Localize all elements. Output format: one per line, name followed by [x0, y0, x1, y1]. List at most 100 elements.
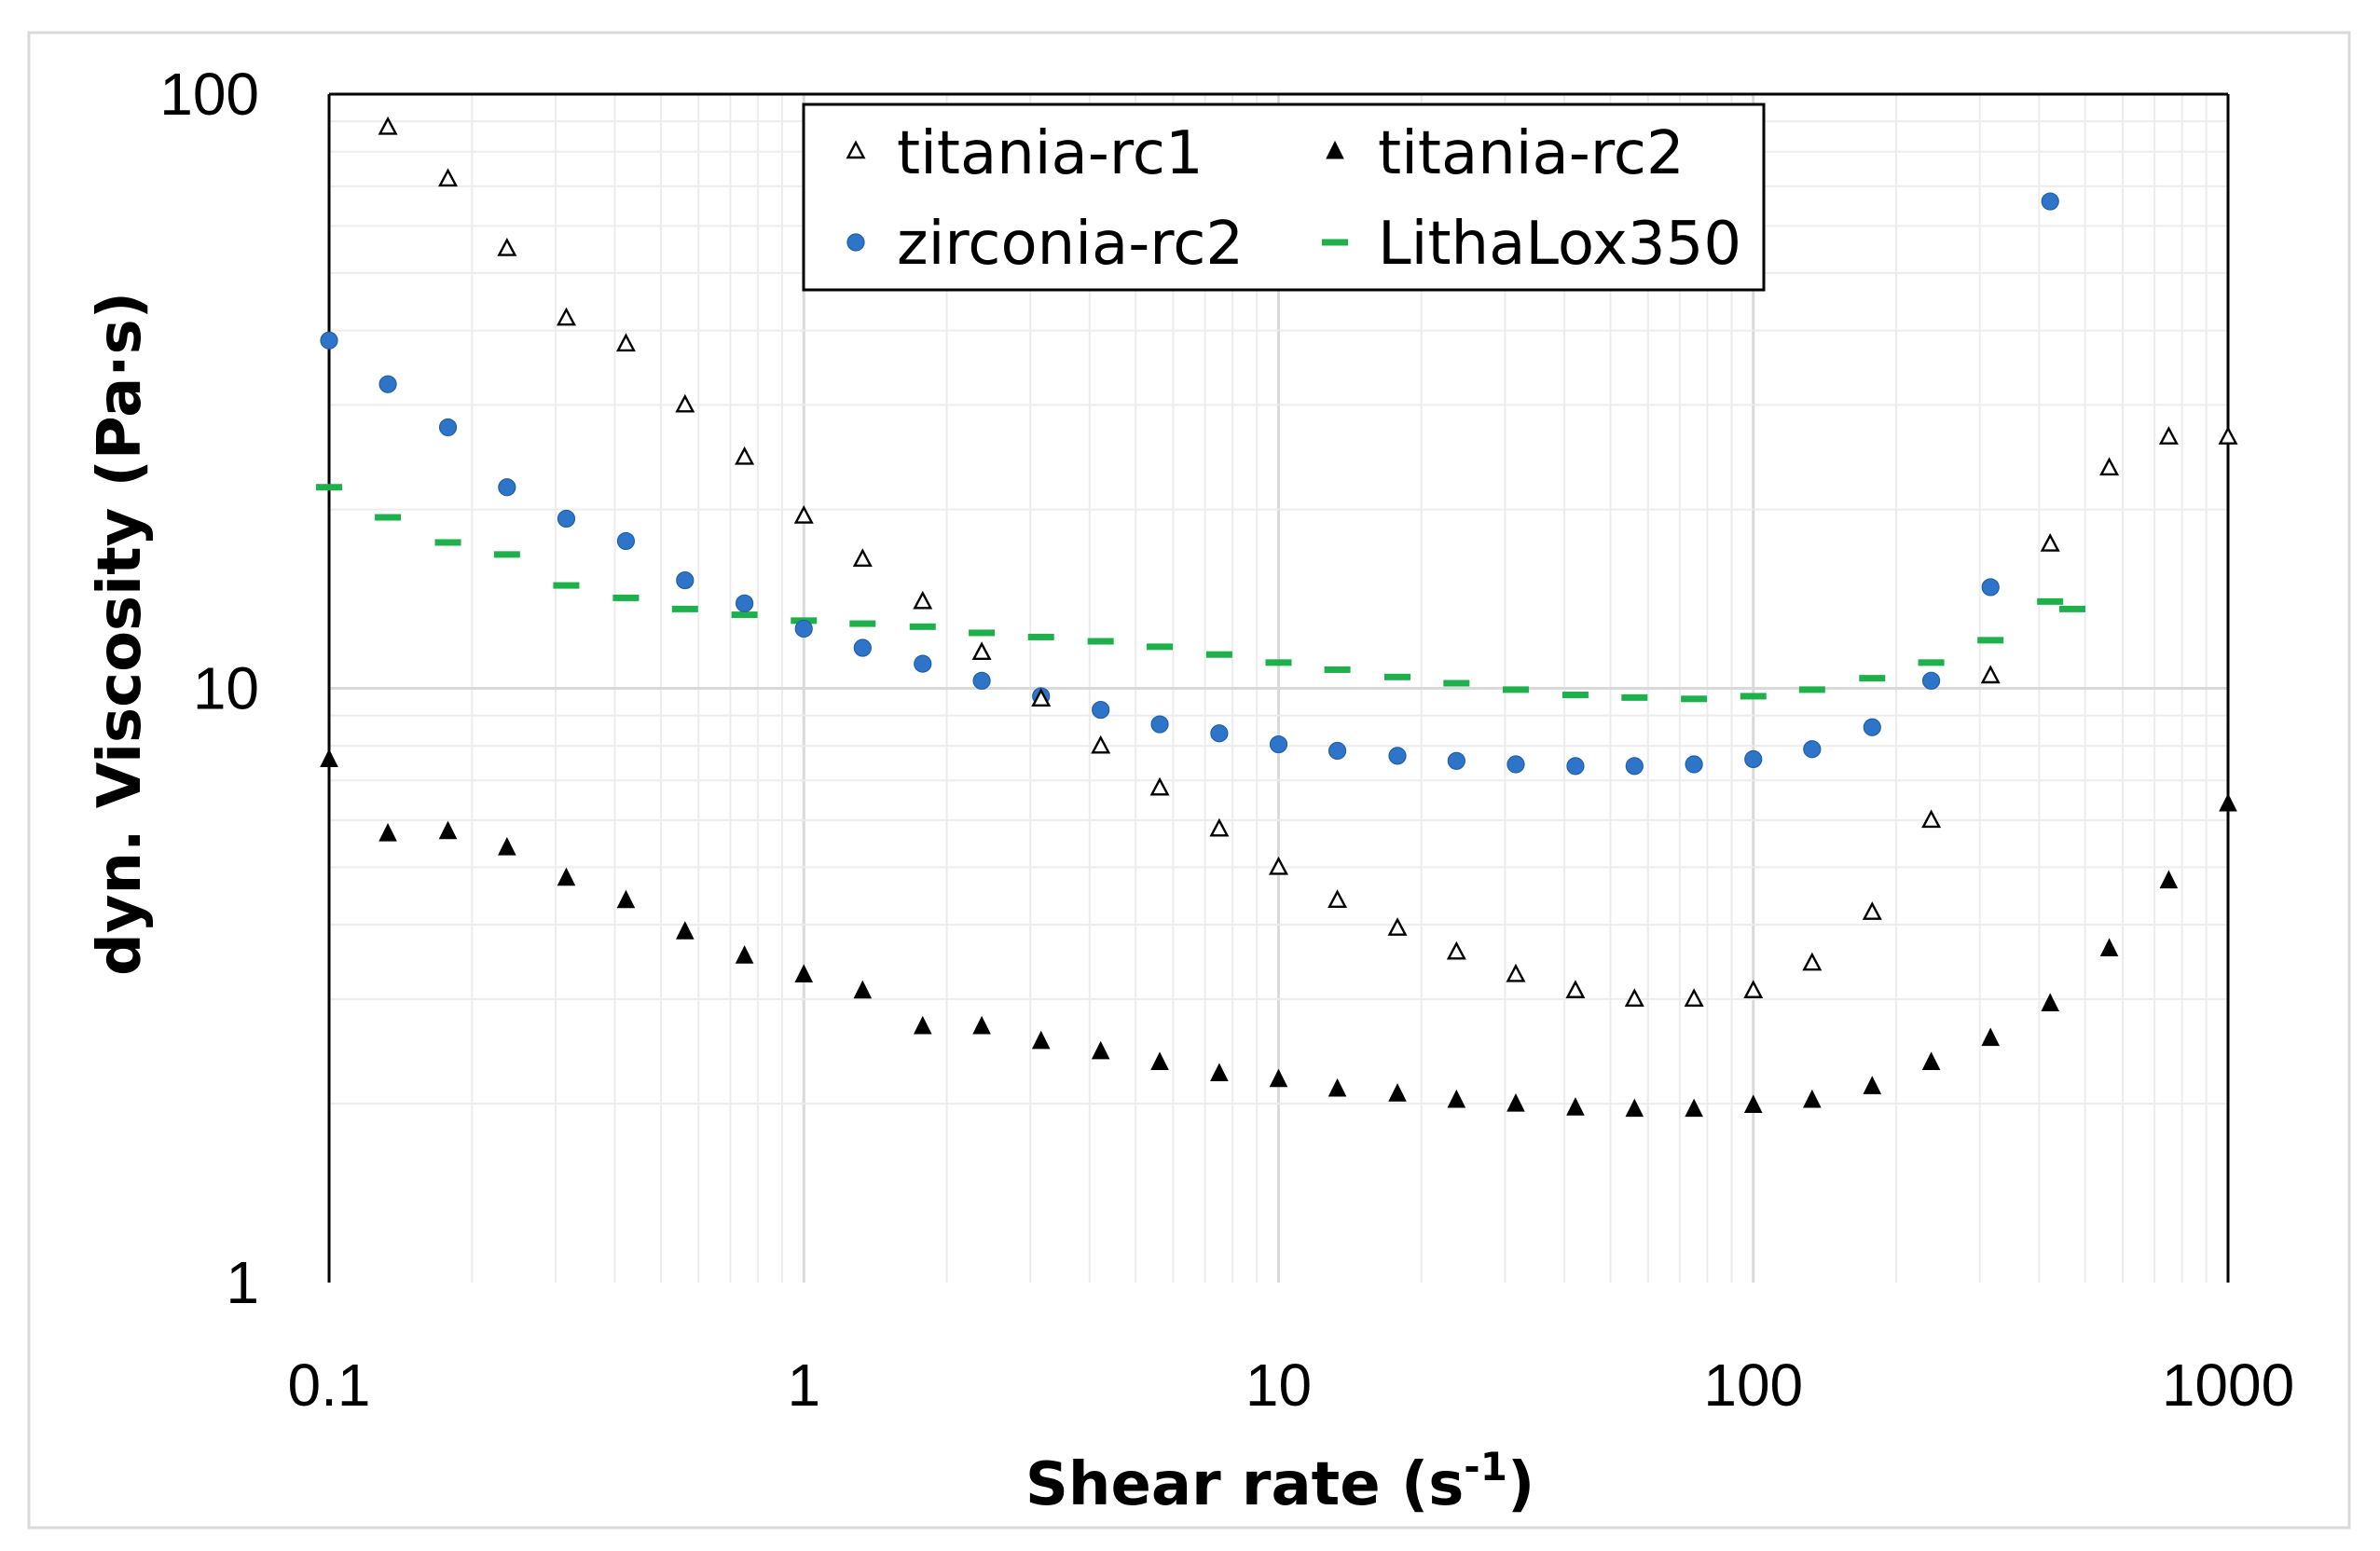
data-point — [1561, 692, 1589, 699]
x-axis-title: Shear rate (s-1) — [1025, 1444, 1534, 1519]
data-point — [1921, 1051, 1941, 1070]
data-point — [2218, 426, 2238, 445]
y-tick-label: 1 — [226, 1249, 259, 1316]
legend-box — [802, 103, 1766, 292]
data-point — [557, 509, 576, 528]
data-point — [1447, 1089, 1466, 1108]
data-point — [1147, 643, 1174, 651]
data-point — [1149, 776, 1170, 796]
data-point — [1092, 700, 1110, 720]
data-point — [556, 307, 576, 326]
data-point — [1685, 1098, 1703, 1118]
data-point — [1565, 980, 1586, 998]
data-point — [1388, 747, 1407, 765]
data-point — [1921, 671, 1941, 690]
data-point — [852, 548, 873, 568]
data-point — [914, 654, 932, 673]
data-point — [1031, 1030, 1051, 1050]
data-point — [2159, 870, 2179, 889]
data-point — [675, 393, 695, 413]
data-point — [1210, 1063, 1229, 1081]
data-point — [1803, 740, 1822, 759]
data-point — [1091, 734, 1111, 754]
data-point — [615, 333, 636, 352]
data-point — [971, 641, 992, 661]
data-point — [1685, 755, 1703, 774]
tick-labels: 0.1 1 10 100 1000 1 10 100 — [159, 61, 2294, 1419]
data-point — [736, 594, 754, 612]
data-point — [793, 505, 814, 524]
data-point — [676, 570, 695, 590]
data-point — [1269, 856, 1288, 875]
data-point — [794, 619, 813, 638]
data-point — [1210, 724, 1229, 743]
legend-marker-titania-rc1 — [846, 140, 866, 159]
data-point — [1091, 1040, 1110, 1060]
data-point — [853, 638, 872, 657]
x-tick-label: 1 — [787, 1352, 820, 1419]
legend-label-lithalox350: LithaLox350 — [1378, 210, 1741, 279]
data-point — [316, 484, 342, 491]
data-point — [438, 418, 458, 437]
x-tick-label: 0.1 — [288, 1352, 371, 1419]
data-point — [557, 867, 576, 886]
data-point — [2041, 192, 2059, 211]
data-point — [1031, 688, 1052, 707]
data-point — [378, 375, 397, 393]
legend-markers — [846, 140, 1348, 252]
data-point — [434, 539, 461, 546]
data-point — [1506, 755, 1525, 774]
data-point — [1502, 686, 1529, 693]
data-point — [1863, 718, 1881, 736]
data-point — [498, 478, 516, 497]
data-point — [1269, 1068, 1288, 1088]
data-point — [1863, 1076, 1882, 1094]
data-point — [1798, 686, 1825, 693]
y-axis-title: dyn. Viscosity (Pa·s) — [86, 292, 155, 976]
data-point — [969, 629, 996, 637]
legend-marker-titania-rc2 — [1326, 140, 1344, 159]
data-point — [1027, 633, 1054, 640]
data-point — [2041, 993, 2059, 1011]
legend-marker-zirconia-rc2 — [846, 233, 865, 252]
gridlines — [329, 94, 2228, 1283]
data-point — [1621, 693, 1648, 701]
data-point — [1684, 988, 1704, 1008]
data-point — [2040, 533, 2060, 552]
data-point — [1625, 757, 1644, 776]
data-point — [1980, 665, 2001, 684]
data-point — [1624, 988, 1644, 1008]
data-point — [493, 551, 520, 558]
data-point — [1681, 695, 1708, 703]
data-point — [2099, 938, 2119, 957]
data-point — [1981, 1027, 2001, 1047]
data-point — [1209, 817, 1230, 837]
data-point — [1328, 1077, 1347, 1097]
data-point — [1859, 675, 1886, 682]
data-point — [1977, 637, 2004, 644]
data-point — [1802, 952, 1823, 971]
data-point — [735, 446, 755, 465]
y-tick-label: 10 — [193, 655, 259, 722]
data-point — [735, 945, 754, 964]
data-point — [2099, 457, 2120, 476]
data-point — [378, 116, 398, 135]
data-point — [375, 514, 402, 521]
data-point — [438, 820, 458, 840]
data-point — [1150, 1051, 1169, 1070]
data-point — [1269, 734, 1288, 754]
data-point — [1265, 659, 1292, 666]
x-axis-title-main: Shear rate (s — [1025, 1450, 1464, 1519]
data-point — [1566, 757, 1585, 776]
data-point — [913, 1015, 932, 1035]
data-point — [378, 823, 397, 842]
series-titania-rc1 — [378, 116, 2238, 1008]
data-point — [612, 594, 640, 601]
legend-marker-lithalox350 — [1322, 239, 1348, 246]
axes — [327, 92, 2230, 1283]
data-point — [1446, 940, 1466, 960]
data-point — [498, 836, 516, 856]
data-point — [909, 623, 936, 630]
data-point — [553, 582, 580, 589]
